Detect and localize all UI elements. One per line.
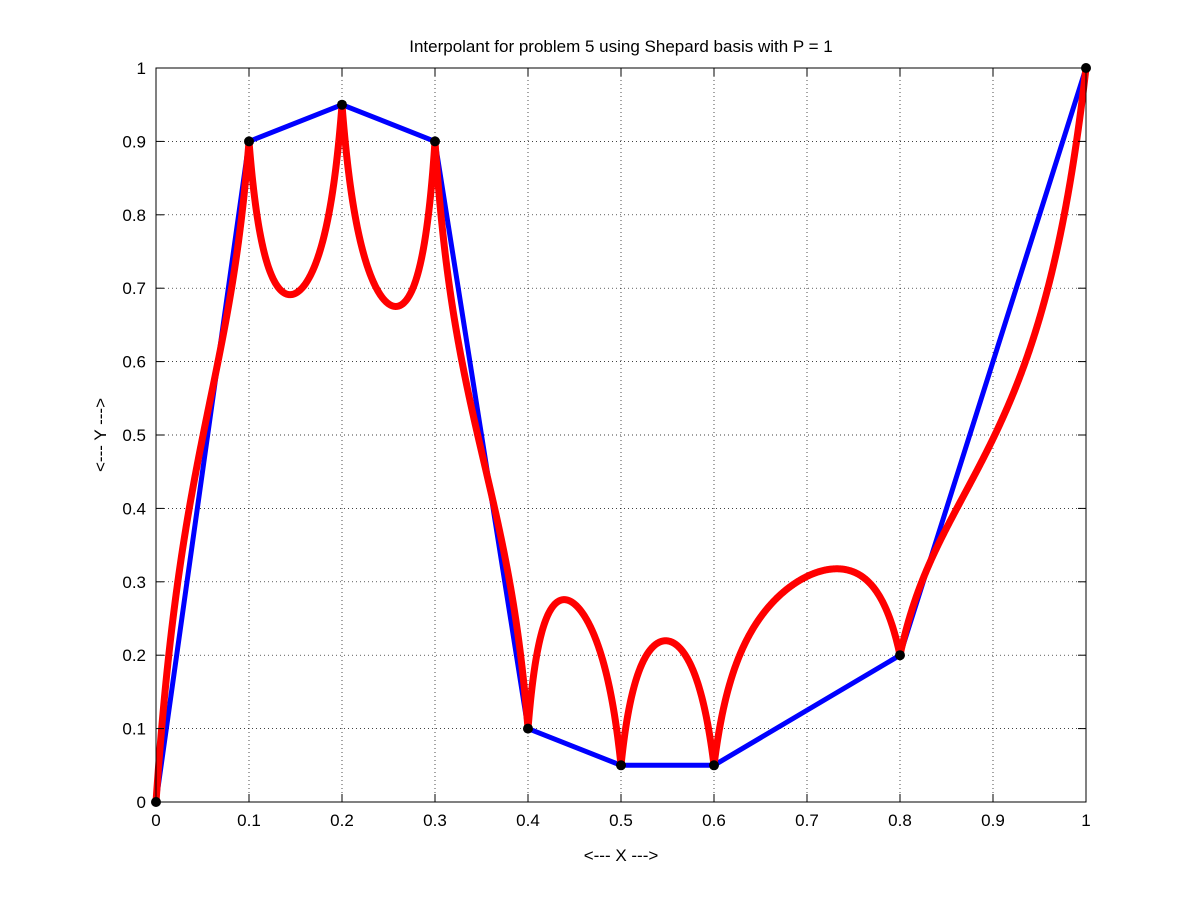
data-point [244, 136, 254, 147]
x-tick-label: 0.5 [609, 811, 633, 830]
data-point [337, 99, 347, 110]
data-point [430, 136, 440, 147]
x-tick-label: 0.3 [423, 811, 447, 830]
x-tick-label: 0 [151, 811, 160, 830]
x-tick-label: 0.4 [516, 811, 540, 830]
y-tick-labels: 0 0.1 0.2 0.3 0.4 0.5 0.6 0.7 0.8 0.9 1 [122, 59, 146, 812]
data-point [895, 650, 905, 661]
y-axis-label: <--- Y ---> [91, 398, 110, 472]
series-group [151, 63, 1091, 807]
x-tick-label: 0.1 [237, 811, 261, 830]
data-point [616, 760, 626, 771]
y-tick-label: 0.4 [122, 499, 146, 518]
y-tick-label: 0.5 [122, 426, 146, 445]
x-tick-label: 0.2 [330, 811, 354, 830]
chart-title: Interpolant for problem 5 using Shepard … [409, 37, 833, 56]
x-tick-labels: 0 0.1 0.2 0.3 0.4 0.5 0.6 0.7 0.8 0.9 1 [151, 811, 1090, 830]
x-tick-label: 0.7 [795, 811, 819, 830]
x-axis-label: <--- X ---> [584, 846, 659, 865]
x-tick-label: 0.9 [981, 811, 1005, 830]
y-tick-label: 0.9 [122, 132, 146, 151]
x-tick-label: 0.8 [888, 811, 912, 830]
y-tick-label: 0.3 [122, 573, 146, 592]
y-tick-label: 0.7 [122, 279, 146, 298]
tick-marks [155, 67, 1087, 803]
y-tick-label: 0.8 [122, 206, 146, 225]
y-tick-label: 0 [137, 793, 146, 812]
data-point [523, 723, 533, 734]
x-tick-label: 1 [1081, 811, 1090, 830]
x-tick-label: 0.6 [702, 811, 726, 830]
y-tick-label: 0.6 [122, 353, 146, 372]
y-tick-label: 0.2 [122, 646, 146, 665]
grid-lines [156, 68, 1086, 802]
data-point [709, 760, 719, 771]
y-tick-label: 0.1 [122, 720, 146, 739]
y-tick-label: 1 [137, 59, 146, 78]
